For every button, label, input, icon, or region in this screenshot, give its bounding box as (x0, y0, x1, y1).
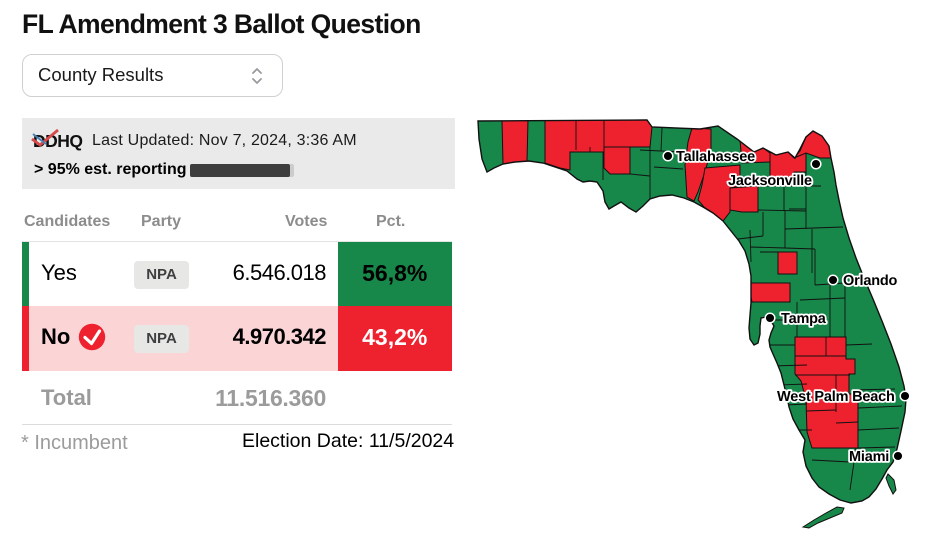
svg-text:Tallahassee: Tallahassee (676, 149, 755, 165)
svg-text:Miami: Miami (849, 449, 889, 465)
svg-text:Orlando: Orlando (843, 273, 898, 289)
svg-text:Jacksonville: Jacksonville (728, 173, 812, 189)
svg-text:Tampa: Tampa (781, 311, 827, 327)
svg-text:West Palm Beach: West Palm Beach (777, 389, 895, 405)
